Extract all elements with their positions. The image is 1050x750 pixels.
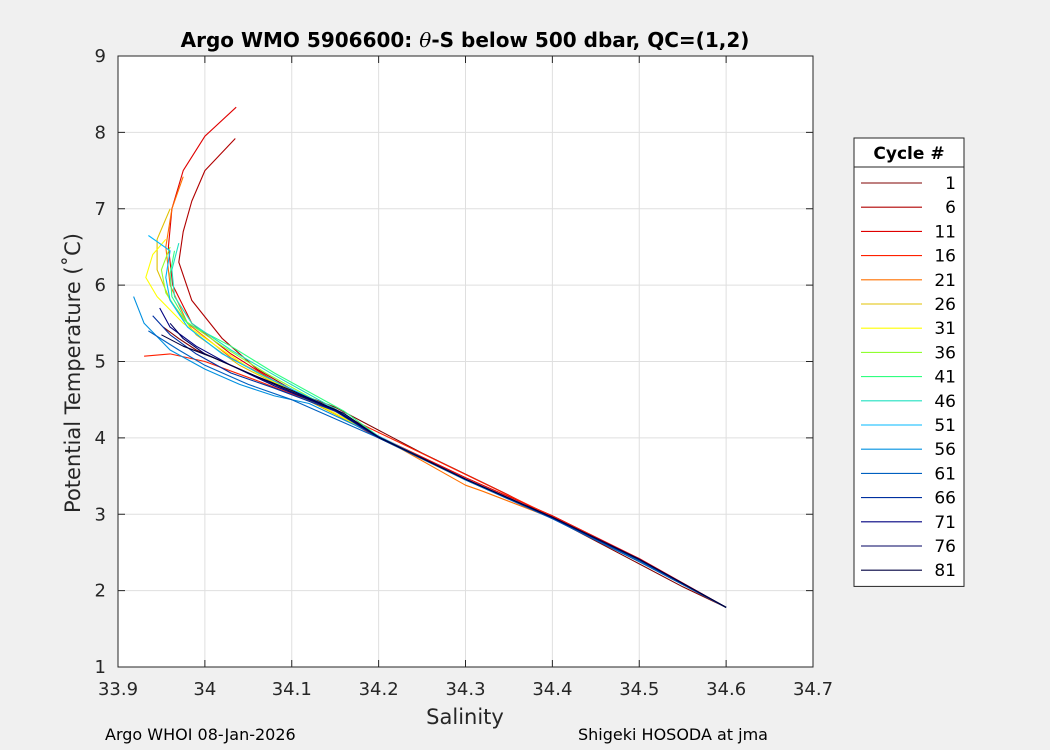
legend-entry-label: 51 — [934, 416, 956, 436]
y-tick-label: 6 — [95, 275, 106, 296]
legend-entry-label: 6 — [945, 198, 956, 218]
x-tick-label: 34.7 — [793, 679, 833, 700]
legend-entry-label: 76 — [934, 537, 956, 557]
x-tick-label: 34.4 — [532, 679, 572, 700]
legend-entry-label: 16 — [934, 247, 956, 267]
legend-title: Cycle # — [873, 144, 944, 164]
x-tick-label: 34.1 — [272, 679, 312, 700]
y-axis-label: Potential Temperature (˚C) — [61, 233, 85, 513]
legend-entry-label: 66 — [934, 489, 956, 509]
x-tick-label: 33.9 — [98, 679, 138, 700]
legend-entry-label: 11 — [934, 222, 956, 242]
legend-entry-label: 61 — [934, 464, 956, 484]
legend-entry-label: 41 — [934, 368, 956, 388]
legend-entry-label: 36 — [934, 343, 956, 363]
series-line-cycle-1 — [162, 326, 727, 608]
x-tick-label: 34.3 — [445, 679, 485, 700]
series-line-cycle-61 — [148, 330, 727, 608]
y-tick-label: 2 — [95, 581, 106, 602]
legend-entry-label: 21 — [934, 271, 956, 291]
legend-entry-label: 71 — [934, 513, 956, 533]
y-tick-label: 4 — [95, 428, 106, 449]
footer-source: Argo WHOI 08-Jan-2026 — [105, 725, 296, 744]
footer-author: Shigeki HOSODA at jma — [578, 725, 768, 744]
y-tick-label: 1 — [95, 657, 106, 678]
legend-box — [853, 137, 965, 587]
y-tick-label: 3 — [95, 504, 106, 525]
chart-title: Argo WMO 5906600: θ-S below 500 dbar, QC… — [181, 28, 750, 52]
y-tick-label: 9 — [95, 46, 106, 67]
legend-entry-label: 1 — [945, 174, 956, 194]
legend-entry-label: 46 — [934, 392, 956, 412]
series-line-cycle-81 — [161, 334, 727, 608]
x-tick-label: 34.6 — [706, 679, 746, 700]
x-tick-label: 34 — [193, 679, 216, 700]
legend-entry-label: 56 — [934, 440, 956, 460]
legend-entry-label: 31 — [934, 319, 956, 339]
x-tick-label: 34.5 — [619, 679, 659, 700]
legend-entry-label: 81 — [934, 561, 956, 581]
y-tick-label: 8 — [95, 122, 106, 143]
y-tick-label: 7 — [95, 199, 106, 220]
y-tick-label: 5 — [95, 352, 106, 373]
x-axis-label: Salinity — [426, 705, 504, 729]
x-tick-label: 34.2 — [359, 679, 399, 700]
legend-entry-label: 26 — [934, 295, 956, 315]
